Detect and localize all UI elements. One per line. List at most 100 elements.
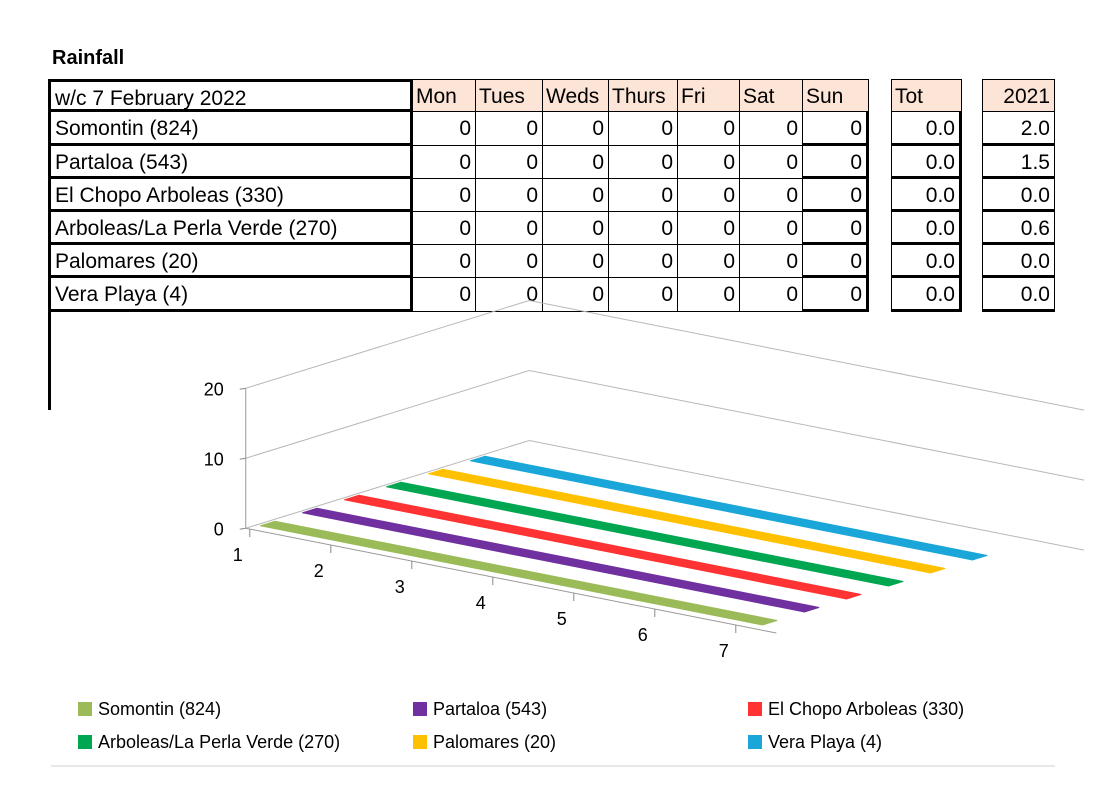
daily-value: 0 <box>609 179 678 212</box>
daily-value: 0 <box>678 212 740 245</box>
legend-label: Partaloa (543) <box>433 699 548 719</box>
daily-value: 0 <box>413 179 476 212</box>
station-name: Vera Playa (4) <box>48 278 413 312</box>
legend-item: Arboleas/La Perla Verde (270) <box>78 731 340 753</box>
daily-value: 0 <box>543 146 609 179</box>
week-label: w/c 7 February 2022 <box>48 79 413 112</box>
x-axis-line <box>245 527 777 634</box>
legend-swatch <box>78 735 92 749</box>
day-header: Sat <box>740 79 803 112</box>
daily-value: 0 <box>803 278 869 312</box>
total-value: 0.0 <box>891 179 962 212</box>
daily-value: 0 <box>543 278 609 312</box>
legend-swatch <box>413 702 427 716</box>
day-header: Thurs <box>609 79 678 112</box>
legend-swatch <box>78 702 92 716</box>
legend-label: Vera Playa (4) <box>768 732 883 752</box>
gridline <box>245 439 1085 551</box>
daily-value: 0 <box>476 278 543 312</box>
page-title: Rainfall <box>52 47 125 69</box>
x-tick-label: 2 <box>314 561 324 581</box>
series-band <box>344 494 862 600</box>
daily-value: 0 <box>803 212 869 245</box>
legend-label: Arboleas/La Perla Verde (270) <box>98 732 341 752</box>
legend-label: Palomares (20) <box>433 732 557 752</box>
total-header: Tot <box>891 79 962 112</box>
daily-value: 0 <box>740 212 803 245</box>
daily-value: 0 <box>476 212 543 245</box>
daily-value: 0 <box>413 112 476 146</box>
daily-value: 0 <box>803 112 869 146</box>
daily-value: 0 <box>609 146 678 179</box>
daily-value: 0 <box>740 146 803 179</box>
daily-value: 0 <box>740 112 803 146</box>
daily-value: 0 <box>803 245 869 278</box>
x-tick-label: 5 <box>557 609 567 629</box>
year-value: 1.5 <box>982 146 1055 179</box>
legend-label: Somontin (824) <box>98 699 222 719</box>
daily-value: 0 <box>543 112 609 146</box>
legend-item: El Chopo Arboleas (330) <box>748 698 964 720</box>
daily-value: 0 <box>476 179 543 212</box>
y-tick-label: 20 <box>204 379 224 399</box>
y-tick-mark <box>239 527 246 530</box>
series-band <box>386 481 904 587</box>
day-header: Fri <box>678 79 740 112</box>
daily-value: 0 <box>803 179 869 212</box>
day-header: Mon <box>413 79 476 112</box>
year-value: 2.0 <box>982 112 1055 146</box>
daily-value: 0 <box>678 278 740 312</box>
series-band <box>470 455 988 561</box>
station-name: Partaloa (543) <box>48 146 413 179</box>
total-value: 0.0 <box>891 278 962 312</box>
series-band <box>260 520 778 626</box>
x-tick-label: 6 <box>638 625 648 645</box>
series-band <box>428 468 946 574</box>
station-name: Palomares (20) <box>48 245 413 278</box>
daily-value: 0 <box>413 146 476 179</box>
station-name: El Chopo Arboleas (330) <box>48 179 413 212</box>
legend-item: Somontin (824) <box>78 698 221 720</box>
legend-swatch <box>748 702 762 716</box>
daily-value: 0 <box>740 245 803 278</box>
daily-value: 0 <box>609 112 678 146</box>
legend-swatch <box>748 735 762 749</box>
y-tick-mark <box>239 457 246 460</box>
x-tick-label: 3 <box>395 577 405 597</box>
daily-value: 0 <box>476 146 543 179</box>
legend-item: Palomares (20) <box>413 731 556 753</box>
day-header: Weds <box>543 79 609 112</box>
year-header: 2021 <box>982 79 1055 112</box>
total-value: 0.0 <box>891 212 962 245</box>
day-header: Sun <box>803 79 869 112</box>
legend-item: Vera Playa (4) <box>748 731 882 753</box>
daily-value: 0 <box>543 179 609 212</box>
total-value: 0.0 <box>891 146 962 179</box>
x-tick-label: 1 <box>233 545 243 565</box>
y-tick-label: 10 <box>204 449 224 469</box>
daily-value: 0 <box>740 278 803 312</box>
x-tick-label: 4 <box>476 593 486 613</box>
total-value: 0.0 <box>891 245 962 278</box>
daily-value: 0 <box>609 245 678 278</box>
year-value: 0.0 <box>982 278 1055 312</box>
daily-value: 0 <box>413 245 476 278</box>
y-tick-mark <box>239 387 246 390</box>
day-header: Tues <box>476 79 543 112</box>
daily-value: 0 <box>413 278 476 312</box>
daily-value: 0 <box>803 146 869 179</box>
daily-value: 0 <box>543 212 609 245</box>
daily-value: 0 <box>413 212 476 245</box>
daily-value: 0 <box>678 179 740 212</box>
daily-value: 0 <box>476 245 543 278</box>
daily-value: 0 <box>609 212 678 245</box>
daily-value: 0 <box>678 245 740 278</box>
year-value: 0.0 <box>982 245 1055 278</box>
daily-value: 0 <box>678 112 740 146</box>
legend-swatch <box>413 735 427 749</box>
station-name: Arboleas/La Perla Verde (270) <box>48 212 413 245</box>
legend-item: Partaloa (543) <box>413 698 547 720</box>
daily-value: 0 <box>609 278 678 312</box>
total-value: 0.0 <box>891 112 962 146</box>
